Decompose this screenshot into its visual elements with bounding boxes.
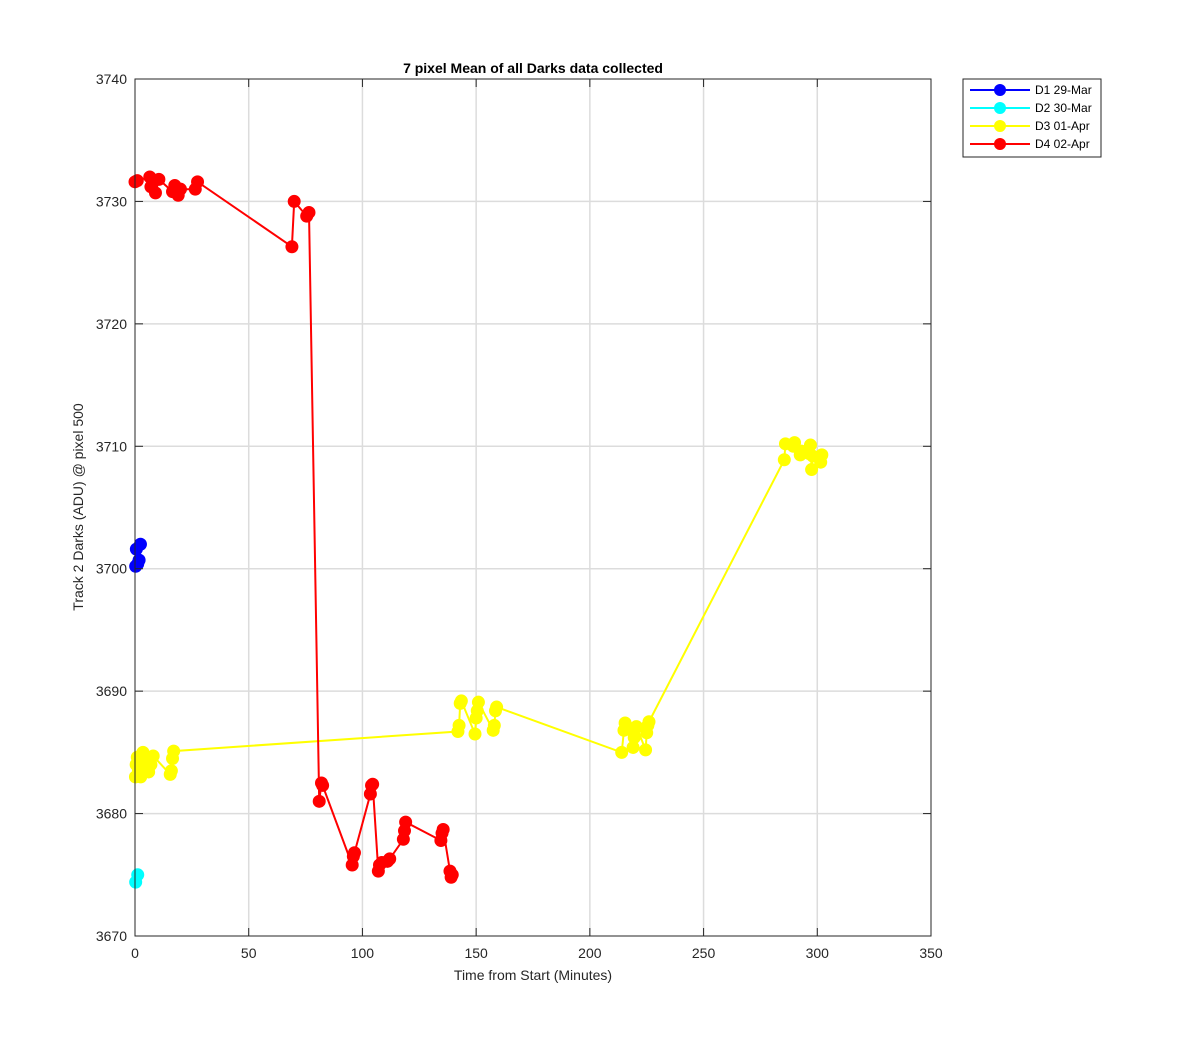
x-tick-label: 250 (692, 945, 716, 961)
data-point (452, 718, 466, 732)
legend-marker (994, 138, 1006, 150)
legend-entry: D3 01-Apr (970, 119, 1090, 133)
chart-title: 7 pixel Mean of all Darks data collected (403, 60, 663, 76)
legend-label: D2 30-Mar (1035, 101, 1092, 115)
data-point (191, 175, 205, 189)
data-point (287, 194, 301, 208)
data-point (490, 700, 504, 714)
x-tick-label: 300 (806, 945, 830, 961)
legend-entry: D2 30-Mar (970, 101, 1092, 115)
series-3 (128, 436, 829, 784)
data-point (803, 438, 817, 452)
series-1 (129, 537, 147, 573)
data-series (128, 170, 829, 889)
x-tick-label: 50 (241, 945, 257, 961)
y-tick-label: 3740 (96, 71, 127, 87)
x-axis-label: Time from Start (Minutes) (454, 967, 612, 983)
data-point (133, 537, 147, 551)
x-tick-label: 100 (351, 945, 375, 961)
data-point (815, 448, 829, 462)
data-point (285, 240, 299, 254)
legend-label: D1 29-Mar (1035, 83, 1092, 97)
legend-marker (994, 120, 1006, 132)
legend-entry: D4 02-Apr (970, 137, 1090, 151)
x-tick-label: 200 (578, 945, 602, 961)
data-point (471, 695, 485, 709)
data-point (454, 694, 468, 708)
data-point (615, 745, 629, 759)
data-point (487, 718, 501, 732)
data-point (347, 846, 361, 860)
legend-marker (994, 84, 1006, 96)
data-point (164, 764, 178, 778)
data-point (639, 743, 653, 757)
legend-marker (994, 102, 1006, 114)
y-tick-label: 3720 (96, 316, 127, 332)
data-point (445, 868, 459, 882)
data-point (788, 436, 802, 450)
data-point (366, 777, 380, 791)
x-tick-label: 350 (919, 945, 943, 961)
legend: D1 29-Mar D2 30-Mar D3 01-Apr D4 02-Apr (962, 78, 1102, 158)
axis-ticks: 0 50 100 150 200 250 300 350 3670 3680 3690 3700 371… (96, 71, 943, 961)
data-point (132, 553, 146, 567)
data-point (383, 852, 397, 866)
plot-area-frame (134, 78, 932, 937)
data-point (302, 205, 316, 219)
data-point (148, 186, 162, 200)
y-tick-label: 3690 (96, 683, 127, 699)
y-tick-label: 3670 (96, 928, 127, 944)
y-tick-label: 3710 (96, 438, 127, 454)
x-tick-label: 150 (464, 945, 488, 961)
legend-entry: D1 29-Mar (970, 83, 1092, 97)
y-axis-label: Track 2 Darks (ADU) @ pixel 500 (70, 403, 86, 611)
data-point (312, 794, 326, 808)
data-point (642, 715, 656, 729)
data-point (436, 822, 450, 836)
plot-area-background (135, 79, 931, 936)
series-4 (128, 170, 459, 884)
legend-label: D4 02-Apr (1035, 137, 1090, 151)
data-point (167, 744, 181, 758)
data-point (146, 749, 160, 763)
legend-label: D3 01-Apr (1035, 119, 1090, 133)
y-tick-label: 3730 (96, 193, 127, 209)
x-tick-label: 0 (131, 945, 139, 961)
data-point (399, 815, 413, 829)
data-point (468, 727, 482, 741)
data-point (805, 463, 819, 477)
data-point (173, 182, 187, 196)
y-tick-label: 3680 (96, 806, 127, 822)
data-point (131, 868, 145, 882)
data-point (777, 453, 791, 467)
data-point (130, 174, 144, 188)
y-tick-label: 3700 (96, 561, 127, 577)
data-point (152, 172, 166, 186)
data-point (316, 778, 330, 792)
